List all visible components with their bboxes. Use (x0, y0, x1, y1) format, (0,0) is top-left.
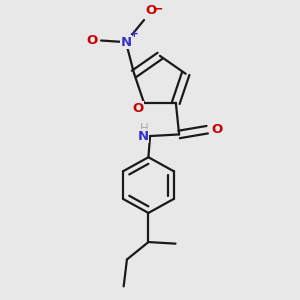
Text: O: O (146, 4, 157, 17)
Text: −: − (153, 2, 163, 15)
Text: O: O (211, 123, 222, 136)
Text: +: + (130, 29, 139, 39)
Text: N: N (120, 36, 131, 49)
Text: N: N (137, 130, 148, 142)
Text: O: O (86, 34, 97, 47)
Text: O: O (132, 102, 144, 115)
Text: H: H (140, 122, 148, 135)
